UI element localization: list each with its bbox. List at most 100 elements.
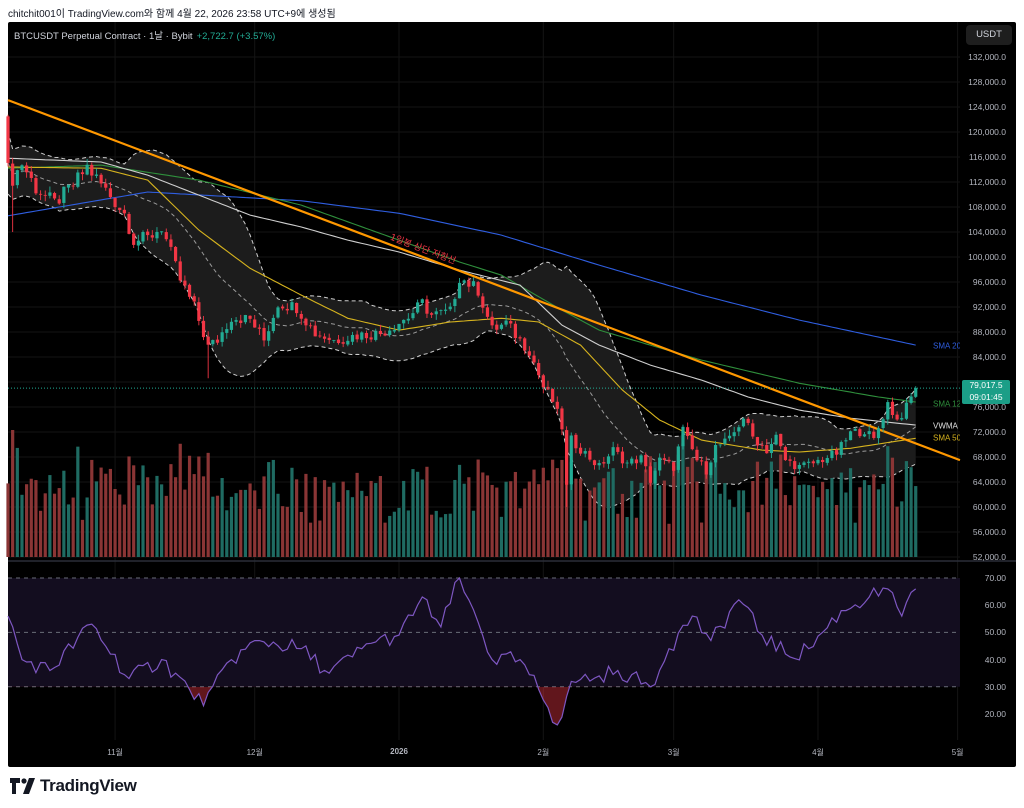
candle	[71, 182, 75, 190]
price-axis-label: 104,000.0	[968, 227, 1006, 237]
currency-button[interactable]: USDT	[966, 25, 1012, 45]
volume-bar	[774, 488, 778, 557]
candle	[457, 277, 462, 299]
candle-body	[755, 437, 760, 446]
price-axis-label: 112,000.0	[968, 177, 1006, 187]
candle	[872, 428, 876, 440]
candle-body	[448, 306, 452, 310]
volume-bar	[448, 513, 452, 557]
sma120-label[interactable]: SMA 120	[933, 399, 960, 409]
volume-bar	[867, 485, 871, 557]
candle	[862, 432, 867, 438]
candle	[364, 330, 369, 344]
volume-bar	[160, 484, 164, 557]
candle	[267, 325, 271, 347]
rsi-axis-label: 70.00	[984, 573, 1006, 583]
volume-bar	[481, 472, 485, 557]
candle-body	[271, 317, 275, 332]
volume-bar	[136, 485, 140, 557]
candle	[509, 314, 513, 329]
candle	[499, 322, 504, 331]
volume-bar	[20, 494, 24, 557]
candle	[639, 453, 643, 465]
candle-body	[462, 280, 466, 283]
candle-body	[173, 246, 178, 262]
candle-body	[639, 455, 643, 463]
volume-bar	[639, 482, 643, 557]
volume-bar	[211, 496, 215, 557]
candle-body	[150, 235, 154, 238]
candle-body	[383, 333, 387, 336]
sma200-label[interactable]: SMA 200	[933, 341, 960, 351]
volume-bar	[52, 493, 57, 557]
candle-body	[411, 313, 415, 319]
volume-bar	[425, 466, 429, 557]
price-axis-label: 124,000.0	[968, 102, 1006, 112]
volume-bar	[150, 504, 154, 557]
candle-body	[318, 335, 322, 337]
candle-body	[616, 447, 620, 452]
volume-bar	[80, 519, 85, 557]
volume-bar	[495, 487, 499, 557]
candle-body	[853, 428, 857, 431]
candle	[132, 232, 136, 249]
candle	[886, 399, 890, 425]
candle	[411, 308, 415, 321]
candle	[644, 452, 648, 473]
price-axis-label: 100,000.0	[968, 252, 1006, 262]
candle	[513, 321, 517, 344]
volume-bar	[43, 493, 47, 557]
candle-body	[769, 444, 774, 454]
volume-bar	[611, 468, 615, 557]
vwma-label[interactable]: VWMA 1	[933, 421, 960, 431]
candle-body	[52, 193, 57, 199]
candle-body	[62, 186, 66, 203]
candle	[341, 336, 345, 348]
candle	[99, 173, 103, 188]
candle-body	[485, 307, 490, 317]
last-price: 79,017.5	[969, 380, 1003, 390]
volume-bar	[360, 490, 364, 557]
candle	[620, 446, 625, 469]
candle	[108, 182, 113, 199]
candle-body	[676, 446, 680, 470]
candle-body	[192, 296, 196, 302]
volume-bar	[886, 446, 890, 557]
candle	[248, 315, 252, 323]
candle-body	[262, 328, 266, 341]
volume-bar	[797, 485, 801, 557]
price-axis-label: 68,000.0	[972, 452, 1006, 462]
volume-bar	[830, 478, 834, 557]
candle-body	[118, 207, 122, 210]
sma50-label[interactable]: SMA 50	[933, 433, 960, 443]
candle	[85, 159, 89, 176]
candle-body	[397, 323, 401, 330]
candle	[830, 445, 834, 461]
tradingview-logo[interactable]: TradingView	[10, 776, 137, 796]
candle	[858, 427, 862, 438]
candle	[220, 327, 224, 347]
candle	[485, 305, 490, 320]
candle	[122, 205, 126, 217]
candle-body	[783, 446, 787, 461]
volume-bar	[62, 470, 66, 557]
candle-body	[406, 318, 410, 321]
volume-bar	[532, 469, 536, 557]
rsi-axis-label: 50.00	[984, 627, 1006, 638]
candle	[406, 313, 410, 324]
volume-bar	[537, 484, 541, 557]
volume-bar	[434, 510, 438, 557]
candle-body	[686, 427, 690, 436]
candle-body	[909, 396, 913, 403]
volume-bar	[341, 481, 345, 557]
candle-body	[369, 337, 373, 340]
candle-body	[66, 184, 71, 188]
candle-body	[713, 444, 718, 463]
volume-bar	[66, 504, 71, 557]
candle	[662, 453, 666, 465]
candle-body	[476, 282, 480, 296]
candle-body	[737, 427, 741, 432]
candle-body	[141, 232, 145, 242]
candle	[425, 295, 429, 318]
